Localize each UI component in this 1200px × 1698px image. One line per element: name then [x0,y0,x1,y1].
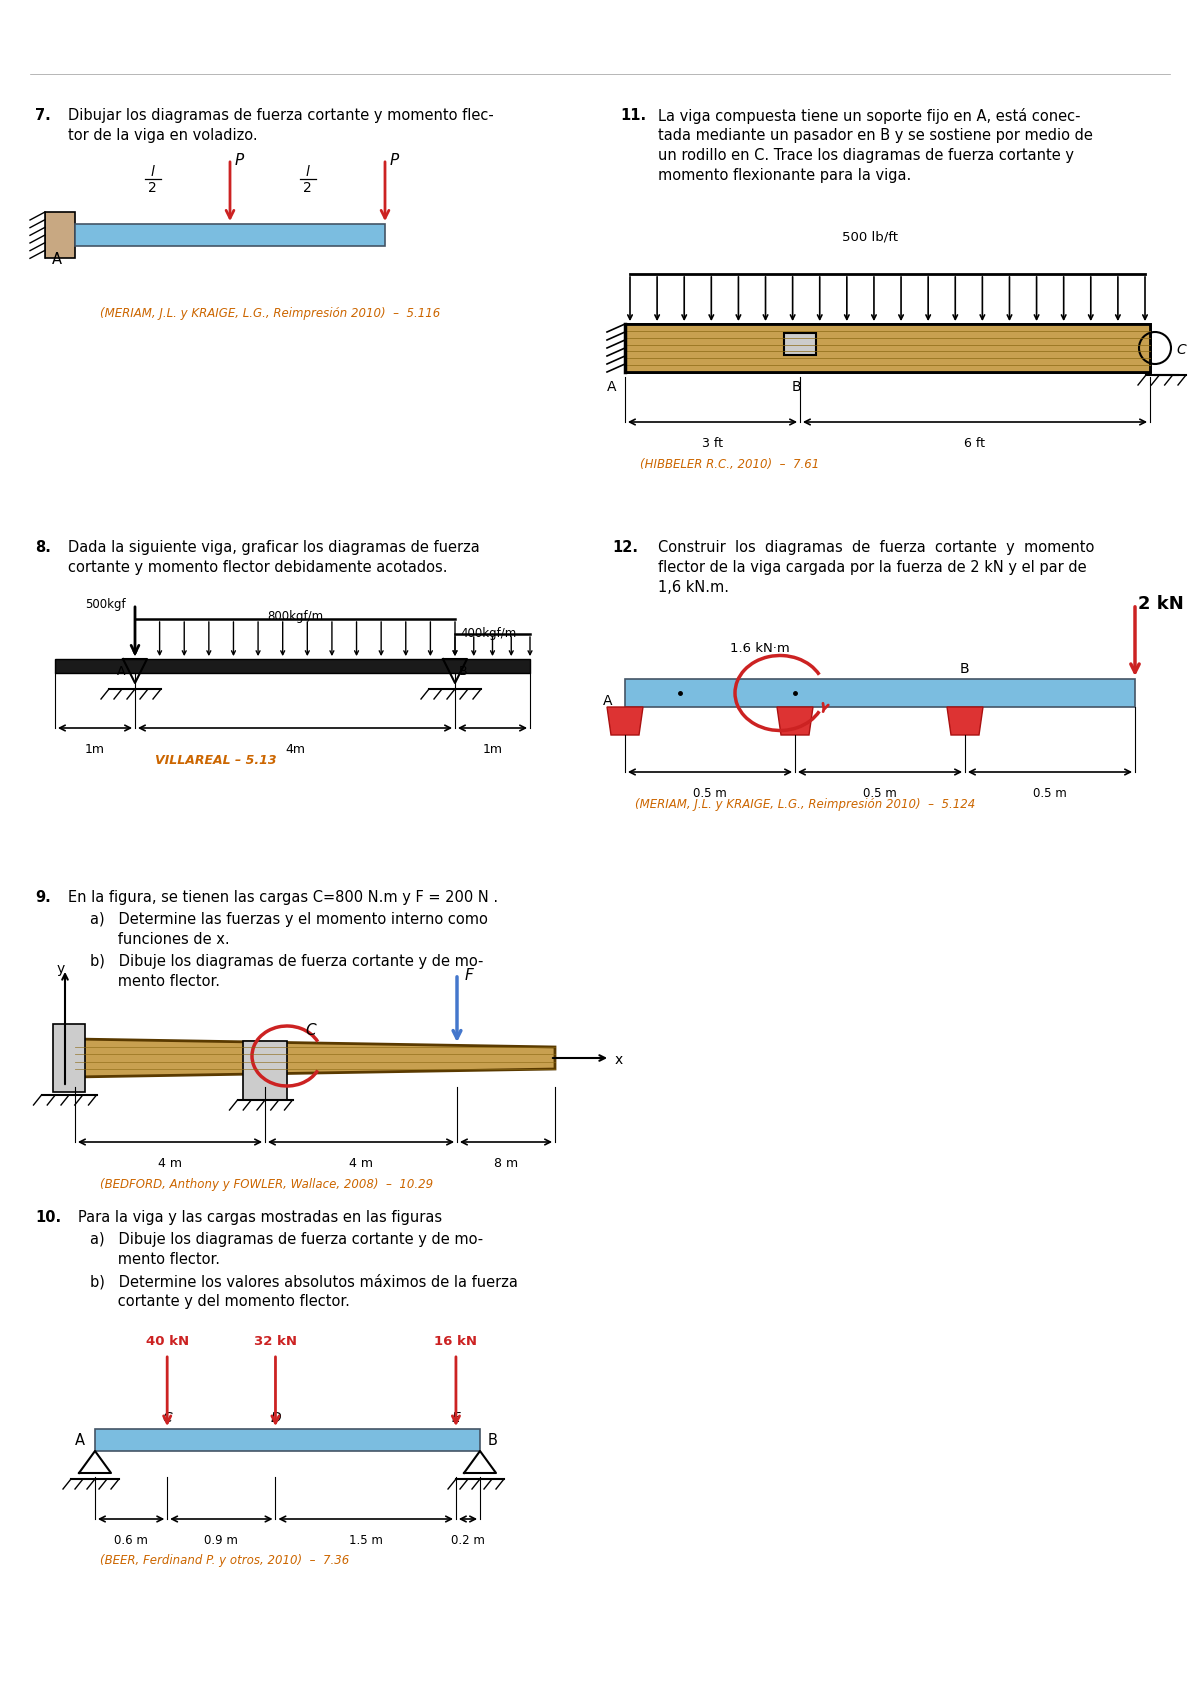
Text: P: P [390,153,400,168]
Text: C: C [1176,343,1186,357]
Text: A: A [118,664,126,678]
Text: 2: 2 [304,182,312,195]
Text: 3 ft: 3 ft [702,436,722,450]
Text: Dada la siguiente viga, graficar los diagramas de fuerza: Dada la siguiente viga, graficar los dia… [68,540,480,555]
Text: 8 m: 8 m [494,1156,518,1170]
Text: l: l [306,165,310,178]
Bar [95,1430,480,1452]
Text: 32 kN: 32 kN [254,1335,296,1347]
Text: mento flector.: mento flector. [90,973,220,988]
Text: B: B [960,662,970,676]
Bar [53,1024,85,1092]
Bar [242,1041,287,1100]
Text: b)   Determine los valores absolutos máximos de la fuerza: b) Determine los valores absolutos máxim… [90,1274,518,1289]
Text: VILLAREAL – 5.13: VILLAREAL – 5.13 [155,754,277,766]
Text: 0.5 m: 0.5 m [694,786,727,800]
Text: A: A [74,1433,85,1448]
Text: C: C [305,1022,316,1037]
Bar [784,335,816,357]
Text: 0.2 m: 0.2 m [451,1533,485,1547]
Text: E: E [451,1409,461,1425]
Text: funciones de x.: funciones de x. [90,932,229,946]
Text: tor de la viga en voladizo.: tor de la viga en voladizo. [68,127,258,143]
Text: 500kgf: 500kgf [85,598,126,611]
Text: 1m: 1m [482,742,503,756]
Bar [625,679,1135,708]
Text: 12.: 12. [612,540,638,555]
Text: 800kgf/m: 800kgf/m [266,610,323,623]
Text: cortante y momento flector debidamente acotados.: cortante y momento flector debidamente a… [68,560,448,574]
Text: 40 kN: 40 kN [145,1335,188,1347]
Text: 1.6 kN·m: 1.6 kN·m [730,642,790,655]
Text: Dibujar los diagramas de fuerza cortante y momento flec-: Dibujar los diagramas de fuerza cortante… [68,109,493,122]
Text: B: B [792,380,802,394]
Text: 2: 2 [148,182,157,195]
Text: a)   Dibuje los diagramas de fuerza cortante y de mo-: a) Dibuje los diagramas de fuerza cortan… [90,1231,484,1246]
Text: 1,6 kN.m.: 1,6 kN.m. [658,579,730,594]
Text: 4 m: 4 m [349,1156,373,1170]
Text: 500 lb/ft: 500 lb/ft [842,229,898,243]
Text: 400kgf/m: 400kgf/m [460,627,516,640]
Text: 16 kN: 16 kN [434,1335,478,1347]
Text: D: D [270,1409,281,1425]
Text: P: P [235,153,245,168]
Text: (MERIAM, J.L. y KRAIGE, L.G., Reimpresión 2010)  –  5.124: (MERIAM, J.L. y KRAIGE, L.G., Reimpresió… [635,798,976,810]
Text: Para la viga y las cargas mostradas en las figuras: Para la viga y las cargas mostradas en l… [78,1209,442,1224]
Text: 11.: 11. [620,109,646,122]
Text: 0.6 m: 0.6 m [114,1533,148,1547]
Text: B: B [458,664,468,678]
Text: 0.5 m: 0.5 m [863,786,896,800]
Text: A: A [607,380,617,394]
Polygon shape [947,708,983,735]
Text: 4 m: 4 m [158,1156,182,1170]
Text: 7.: 7. [35,109,50,122]
Text: En la figura, se tienen las cargas C=800 N.m y F = 200 N .: En la figura, se tienen las cargas C=800… [68,890,498,905]
Text: l: l [150,165,155,178]
Text: momento flexionante para la viga.: momento flexionante para la viga. [658,168,911,183]
Text: 1m: 1m [85,742,106,756]
Text: (BEER, Ferdinand P. y otros, 2010)  –  7.36: (BEER, Ferdinand P. y otros, 2010) – 7.3… [100,1554,349,1566]
Text: (MERIAM, J.L. y KRAIGE, L.G., Reimpresión 2010)  –  5.116: (MERIAM, J.L. y KRAIGE, L.G., Reimpresió… [100,307,440,319]
Text: (HIBBELER R.C., 2010)  –  7.61: (HIBBELER R.C., 2010) – 7.61 [640,458,820,470]
Text: La viga compuesta tiene un soporte fijo en A, está conec-: La viga compuesta tiene un soporte fijo … [658,109,1080,124]
Text: 10.: 10. [35,1209,61,1224]
Text: 9.: 9. [35,890,50,905]
Text: y: y [58,961,65,975]
Text: x: x [616,1053,623,1066]
Text: b)   Dibuje los diagramas de fuerza cortante y de mo-: b) Dibuje los diagramas de fuerza cortan… [90,954,484,968]
Bar [625,324,1150,374]
Polygon shape [778,708,814,735]
Bar [46,212,74,258]
Text: 2 kN: 2 kN [1138,594,1183,613]
Text: mento flector.: mento flector. [90,1251,220,1267]
Text: un rodillo en C. Trace los diagramas de fuerza cortante y: un rodillo en C. Trace los diagramas de … [658,148,1074,163]
Text: cortante y del momento flector.: cortante y del momento flector. [90,1294,350,1307]
Text: C: C [162,1409,172,1425]
Text: 6 ft: 6 ft [965,436,985,450]
Polygon shape [607,708,643,735]
Polygon shape [74,1039,554,1077]
Text: F: F [466,968,474,983]
Text: A: A [604,693,612,708]
Text: 0.9 m: 0.9 m [204,1533,239,1547]
Text: 4m: 4m [286,742,305,756]
Text: 1.5 m: 1.5 m [349,1533,383,1547]
Bar [625,324,1150,374]
Text: (BEDFORD, Anthony y FOWLER, Wallace, 2008)  –  10.29: (BEDFORD, Anthony y FOWLER, Wallace, 200… [100,1177,433,1190]
Text: tada mediante un pasador en B y se sostiene por medio de: tada mediante un pasador en B y se sosti… [658,127,1093,143]
Text: A: A [52,251,62,267]
Text: flector de la viga cargada por la fuerza de 2 kN y el par de: flector de la viga cargada por la fuerza… [658,560,1087,574]
Bar [74,224,385,246]
Bar [55,659,530,674]
Text: a)   Determine las fuerzas y el momento interno como: a) Determine las fuerzas y el momento in… [90,912,488,927]
Text: 8.: 8. [35,540,50,555]
Text: B: B [488,1433,498,1448]
Text: Construir  los  diagramas  de  fuerza  cortante  y  momento: Construir los diagramas de fuerza cortan… [658,540,1094,555]
Text: 0.5 m: 0.5 m [1033,786,1067,800]
